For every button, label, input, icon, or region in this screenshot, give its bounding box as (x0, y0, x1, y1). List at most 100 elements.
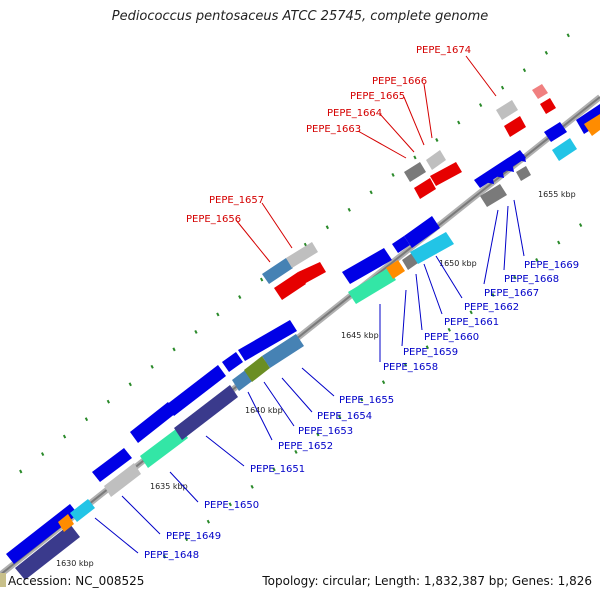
gene-label-PEPE_1661: PEPE_1661 (444, 317, 499, 328)
gene-block (392, 236, 410, 253)
tick-1650: 1650 kbp (439, 259, 477, 268)
gene-label-PEPE_1651: PEPE_1651 (250, 464, 305, 475)
guide-dot (150, 364, 154, 369)
tick-1645: 1645 kbp (341, 331, 379, 340)
gene-block (298, 262, 326, 284)
gene-label-PEPE_1666: PEPE_1666 (372, 76, 427, 87)
guide-dot (491, 292, 495, 297)
reverse-genes (6, 104, 600, 580)
small-reverse-arrows (484, 154, 526, 184)
gene-label-PEPE_1657: PEPE_1657 (209, 195, 264, 206)
gene-block (238, 320, 297, 361)
guide-dot (250, 484, 254, 489)
gene-block (274, 272, 306, 300)
gene-block (140, 426, 188, 468)
guide-dot (294, 449, 298, 454)
gene-label-PEPE_1652: PEPE_1652 (278, 441, 333, 452)
gene-label-PEPE_1667: PEPE_1667 (484, 288, 539, 299)
gene-block (58, 514, 74, 532)
gene-label-PEPE_1659: PEPE_1659 (403, 347, 458, 358)
gene-block (584, 114, 600, 136)
guide-dot (325, 225, 329, 230)
guide-dot (435, 138, 439, 142)
gene-label-PEPE_1664: PEPE_1664 (327, 108, 382, 119)
tick-label: 1635 kbp (150, 482, 188, 491)
guide-dot (338, 415, 342, 419)
gene-label-PEPE_1669: PEPE_1669 (524, 260, 579, 271)
guide-dot (162, 554, 167, 559)
gene-block (540, 98, 556, 114)
guide-dot (557, 240, 561, 245)
gene-block (262, 334, 304, 368)
gene-block (414, 178, 436, 199)
guide-dot (303, 242, 308, 247)
map-title: Pediococcus pentosaceus ATCC 25745, comp… (111, 9, 489, 24)
guide-dot (369, 190, 373, 195)
forward-label-group: PEPE_1656 PEPE_1657 PEPE_1663 PEPE_1664 … (186, 45, 497, 263)
gene-block (348, 268, 396, 304)
guide-dot (500, 85, 505, 90)
guide-dot (172, 347, 176, 352)
guide-dot (425, 345, 429, 350)
gene-block (15, 524, 80, 580)
guide-dot (184, 537, 189, 542)
gene-block (516, 166, 531, 181)
guide-dot (194, 329, 198, 334)
guide-dot (391, 172, 395, 177)
gene-block (544, 122, 567, 142)
gene-block (92, 448, 132, 482)
guide-dot (566, 33, 570, 38)
guide-dot (238, 295, 242, 299)
guide-dot (535, 258, 539, 262)
gene-label-PEPE_1668: PEPE_1668 (504, 274, 559, 285)
legend-swatch (0, 573, 6, 587)
gene-block (244, 356, 270, 382)
gene-label-PEPE_1655: PEPE_1655 (339, 395, 394, 406)
gene-label-PEPE_1663: PEPE_1663 (306, 124, 361, 135)
guide-dot (413, 155, 417, 160)
summary-text: Topology: circular; Length: 1,832,387 bp… (262, 574, 592, 588)
gene-block (430, 162, 462, 186)
guide-dot (316, 432, 320, 437)
gene-block (70, 499, 95, 522)
gene-label-PEPE_1654: PEPE_1654 (317, 411, 372, 422)
guide-dot (403, 362, 408, 367)
gene-block (174, 385, 238, 440)
gene-block (386, 260, 405, 279)
gene-label-PEPE_1658: PEPE_1658 (383, 362, 438, 373)
guide-dot (544, 50, 548, 55)
guide-dot (216, 312, 220, 317)
gene-block (480, 184, 507, 207)
gene-block (504, 116, 526, 137)
gene-block (552, 138, 577, 161)
guide-dot (128, 382, 132, 387)
tick-label: 1655 kbp (538, 190, 576, 199)
gene-label-PEPE_1653: PEPE_1653 (298, 426, 353, 437)
gene-label-PEPE_1660: PEPE_1660 (424, 332, 479, 343)
gene-block (410, 232, 454, 264)
gene-block (222, 352, 243, 372)
gene-block (342, 248, 392, 284)
guide-dot (106, 399, 110, 404)
guide-dot (260, 277, 264, 282)
guide-dot (228, 502, 232, 507)
tick-1655: 1655 kbp (538, 190, 576, 199)
guide-dot (513, 275, 517, 280)
gene-block (286, 242, 318, 268)
gene-label-PEPE_1649: PEPE_1649 (166, 531, 221, 542)
guide-dot (381, 380, 386, 385)
guide-dot (447, 327, 451, 332)
guide-dot (469, 310, 473, 315)
gene-block (166, 365, 226, 416)
gene-block (130, 402, 176, 443)
guide-dot (360, 397, 364, 402)
gene-block (262, 258, 293, 284)
tick-label: 1640 kbp (245, 406, 283, 415)
gene-label-PEPE_1650: PEPE_1650 (204, 500, 259, 511)
gene-label-PEPE_1674: PEPE_1674 (416, 45, 471, 56)
gene-block (404, 216, 440, 248)
guide-dot (272, 467, 276, 472)
gene-block (532, 84, 548, 99)
